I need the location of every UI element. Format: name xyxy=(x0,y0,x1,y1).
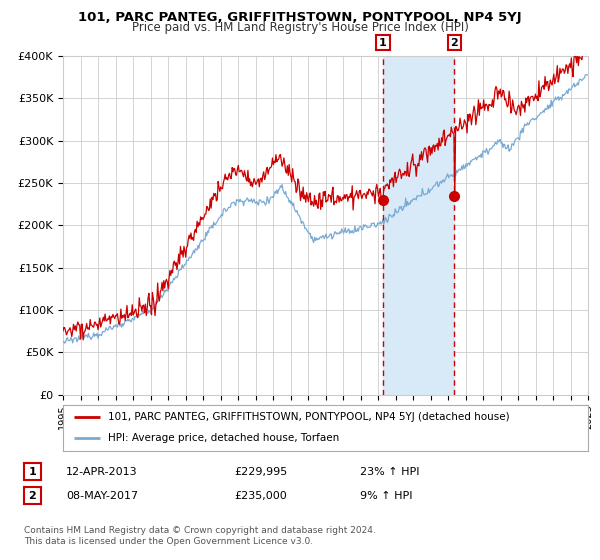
Text: HPI: Average price, detached house, Torfaen: HPI: Average price, detached house, Torf… xyxy=(107,433,339,444)
Bar xyxy=(383,56,454,395)
Text: Price paid vs. HM Land Registry's House Price Index (HPI): Price paid vs. HM Land Registry's House … xyxy=(131,21,469,34)
Text: 12-APR-2013: 12-APR-2013 xyxy=(66,466,137,477)
Text: £235,000: £235,000 xyxy=(234,491,287,501)
Text: 23% ↑ HPI: 23% ↑ HPI xyxy=(360,466,419,477)
Text: 9% ↑ HPI: 9% ↑ HPI xyxy=(360,491,413,501)
Text: 101, PARC PANTEG, GRIFFITHSTOWN, PONTYPOOL, NP4 5YJ: 101, PARC PANTEG, GRIFFITHSTOWN, PONTYPO… xyxy=(78,11,522,24)
Text: 101, PARC PANTEG, GRIFFITHSTOWN, PONTYPOOL, NP4 5YJ (detached house): 101, PARC PANTEG, GRIFFITHSTOWN, PONTYPO… xyxy=(107,412,509,422)
Text: Contains HM Land Registry data © Crown copyright and database right 2024.
This d: Contains HM Land Registry data © Crown c… xyxy=(24,526,376,546)
Text: 1: 1 xyxy=(29,466,36,477)
Text: 08-MAY-2017: 08-MAY-2017 xyxy=(66,491,138,501)
Text: £229,995: £229,995 xyxy=(234,466,287,477)
Text: 2: 2 xyxy=(29,491,36,501)
Text: 1: 1 xyxy=(379,38,387,48)
Text: 2: 2 xyxy=(451,38,458,48)
